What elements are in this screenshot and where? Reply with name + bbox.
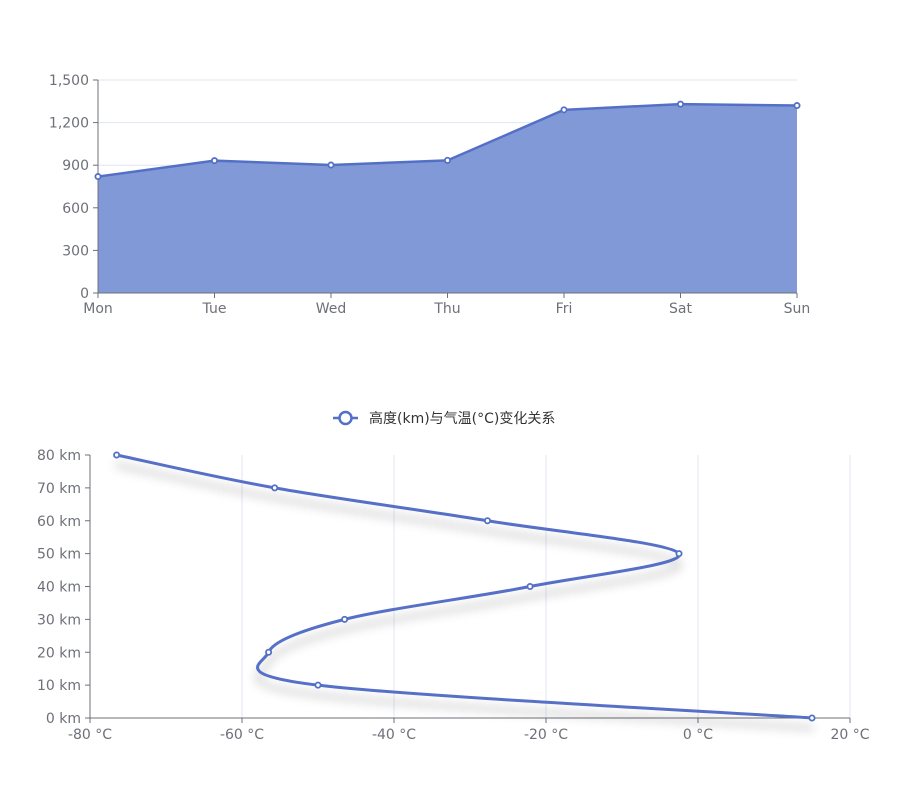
data-point[interactable] — [265, 648, 273, 656]
data-point[interactable] — [314, 681, 322, 689]
data-point[interactable] — [94, 173, 102, 181]
y-tick-label: 80 km — [37, 448, 81, 464]
data-point[interactable] — [271, 484, 279, 492]
y-tick-label: 10 km — [37, 678, 81, 694]
data-point[interactable] — [808, 714, 816, 722]
data-point[interactable] — [341, 615, 349, 623]
data-point[interactable] — [560, 106, 568, 114]
y-tick-label: 1,200 — [49, 116, 89, 132]
x-tick-label: Fri — [556, 301, 573, 317]
x-tick-label: Sat — [669, 301, 692, 317]
y-tick-label: 40 km — [37, 580, 81, 596]
x-tick-label: -40 °C — [372, 727, 416, 743]
data-point[interactable] — [113, 451, 121, 459]
x-tick-label: -20 °C — [524, 727, 568, 743]
data-point[interactable] — [210, 157, 218, 165]
area-chart: 0 300 600 900 1,200 1,500 Mon Tue Wed Thu Fri Sat Su… — [49, 73, 811, 317]
y-tick-label: 50 km — [37, 547, 81, 563]
legend-label: 高度(km)与气温(°C)变化关系 — [369, 410, 555, 427]
x-tick-label: -80 °C — [68, 727, 112, 743]
data-point[interactable] — [793, 102, 801, 110]
data-point[interactable] — [443, 156, 451, 164]
x-tick-label: -60 °C — [220, 727, 264, 743]
y-tick-label: 1,500 — [49, 73, 89, 89]
data-point[interactable] — [327, 161, 335, 169]
y-tick-label: 70 km — [37, 481, 81, 497]
x-tick-label: 20 °C — [830, 727, 869, 743]
x-tick-label: Tue — [202, 301, 227, 317]
data-point[interactable] — [677, 100, 685, 108]
y-tick-label: 300 — [62, 243, 89, 259]
series-line — [115, 453, 814, 720]
data-point[interactable] — [483, 517, 491, 525]
y-tick-label: 60 km — [37, 514, 81, 530]
x-tick-label: Wed — [316, 301, 347, 317]
x-tick-label: Sun — [784, 301, 811, 317]
y-tick-label: 30 km — [37, 612, 81, 628]
x-tick-label: Mon — [83, 301, 113, 317]
data-point[interactable] — [675, 550, 683, 558]
y-tick-label: 900 — [62, 158, 89, 174]
y-tick-label: 0 km — [46, 711, 81, 727]
legend[interactable]: 高度(km)与气温(°C)变化关系 — [333, 410, 555, 427]
area-fill — [98, 104, 797, 293]
x-tick-label: Thu — [433, 301, 460, 317]
y-tick-label: 20 km — [37, 645, 81, 661]
data-point[interactable] — [526, 583, 534, 591]
y-tick-label: 0 — [80, 286, 89, 302]
x-tick-label: 0 °C — [683, 727, 713, 743]
legend-marker-icon — [338, 410, 353, 426]
y-tick-label: 600 — [62, 201, 89, 217]
